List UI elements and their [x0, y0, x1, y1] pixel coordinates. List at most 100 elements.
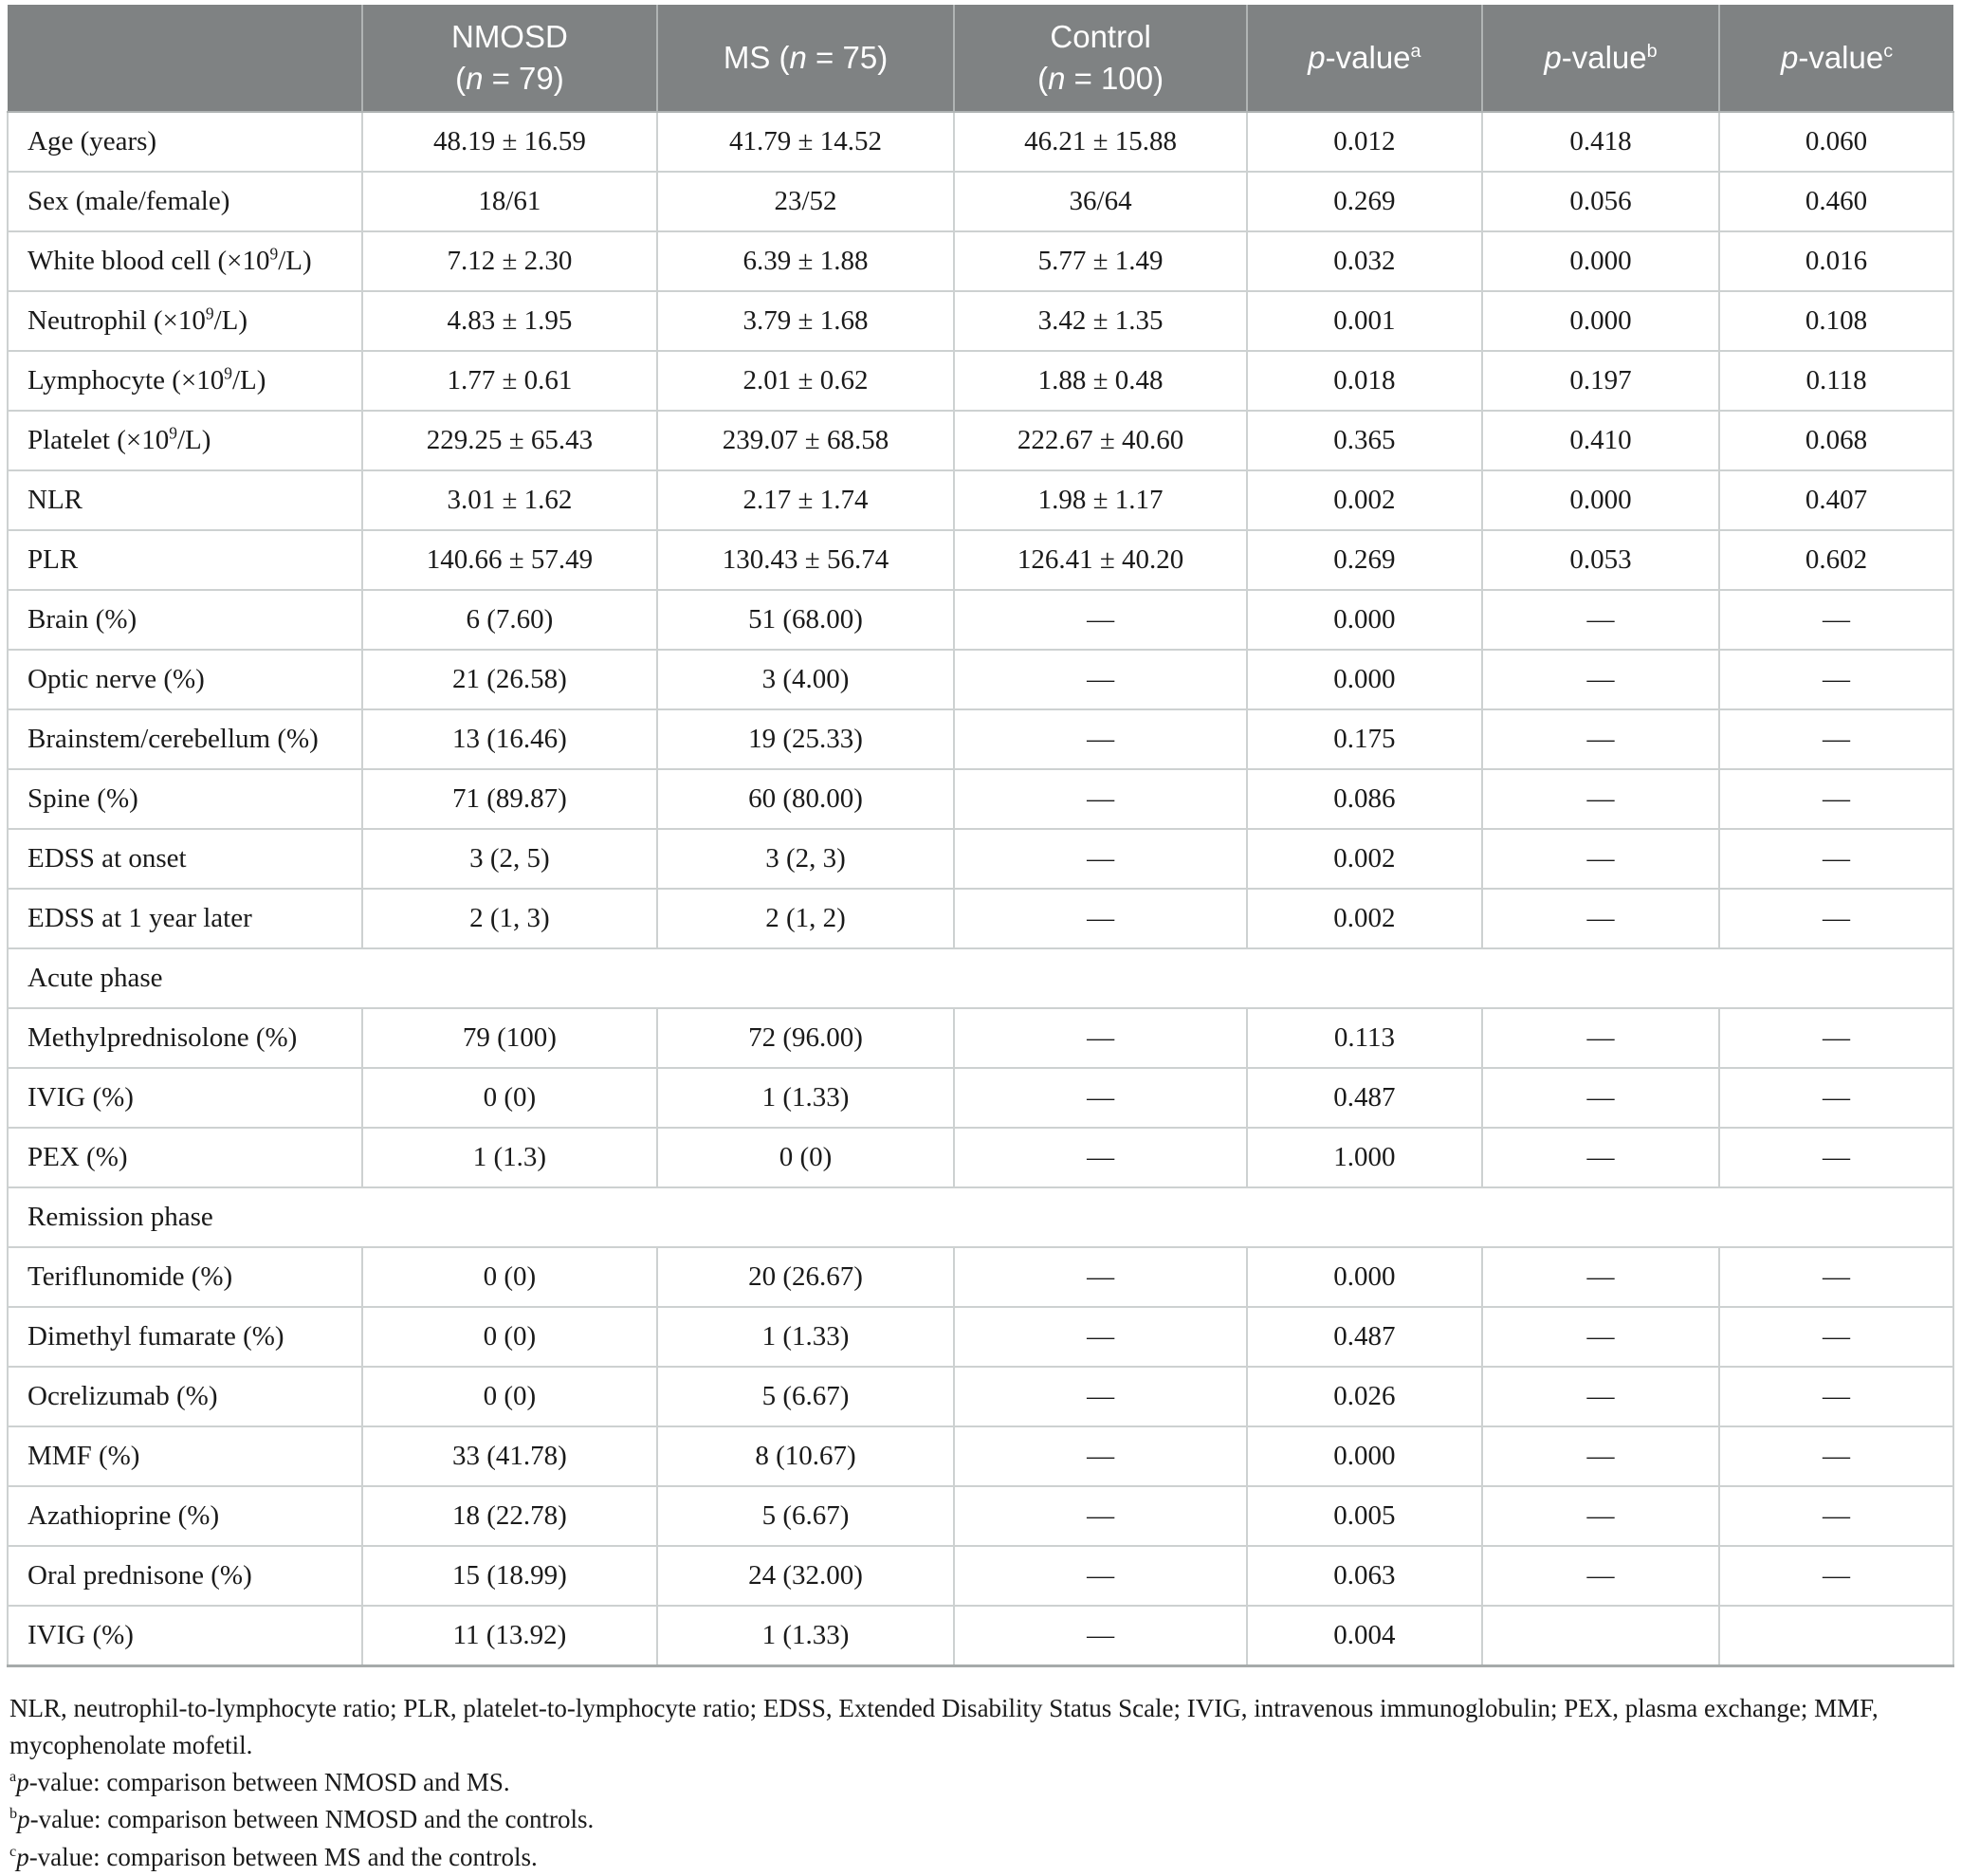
table-row: Neutrophil (×109/L) 4.83 ± 1.95 3.79 ± 1.6…	[6, 290, 1954, 352]
row-label: Methylprednisolone (%)	[6, 1007, 364, 1069]
value-cell: 36/64	[953, 171, 1248, 232]
value-cell: 33 (41.78)	[361, 1425, 658, 1487]
value-cell: —	[1718, 1007, 1954, 1069]
row-label: Lymphocyte (×109/L)	[6, 350, 364, 412]
row-label: Brain (%)	[6, 589, 364, 651]
value-cell: —	[1480, 589, 1721, 651]
value-cell: 0.002	[1245, 828, 1483, 890]
value-cell: 23/52	[655, 171, 956, 232]
table-row: Oral prednisone (%) 15 (18.99) 24 (32.00) —…	[6, 1545, 1954, 1607]
value-cell: 0.487	[1245, 1306, 1483, 1368]
table-row: Dimethyl fumarate (%) 0 (0) 1 (1.33) —0.487…	[6, 1306, 1954, 1368]
row-label: IVIG (%)	[6, 1067, 364, 1129]
value-cell: 1.000	[1245, 1127, 1483, 1188]
value-cell: 0.002	[1245, 888, 1483, 949]
value-cell: 4.83 ± 1.95	[361, 290, 658, 352]
value-cell: —	[1718, 828, 1954, 890]
row-label: NLR	[6, 469, 364, 531]
row-label: IVIG (%)	[6, 1605, 364, 1667]
value-cell: 19 (25.33)	[655, 708, 956, 770]
value-cell: 2 (1, 2)	[655, 888, 956, 949]
value-cell: —	[1718, 649, 1954, 710]
value-cell: —	[1480, 1007, 1721, 1069]
value-cell: 0.410	[1480, 410, 1721, 471]
value-cell: 1 (1.33)	[655, 1605, 956, 1667]
clinical-characteristics-table: NMOSD (n = 79) MS (n = 75) Control (n = 100)…	[6, 5, 1954, 1667]
column-header-p-b: p-valueb	[1480, 5, 1721, 113]
value-cell: 3 (4.00)	[655, 649, 956, 710]
value-cell: —	[953, 1605, 1248, 1667]
value-cell: —	[1718, 1127, 1954, 1188]
value-cell: —	[953, 888, 1248, 949]
value-cell: 3 (2, 3)	[655, 828, 956, 890]
value-cell: 0.053	[1480, 529, 1721, 591]
value-cell: 0.012	[1245, 111, 1483, 173]
column-header-ms: MS (n = 75)	[655, 5, 956, 113]
value-cell: 0.068	[1718, 410, 1954, 471]
value-cell: 6.39 ± 1.88	[655, 230, 956, 292]
value-cell: 0.000	[1480, 290, 1721, 352]
value-cell: 5.77 ± 1.49	[953, 230, 1248, 292]
value-cell: —	[953, 768, 1248, 830]
value-cell: 5 (6.67)	[655, 1366, 956, 1427]
value-cell: 8 (10.67)	[655, 1425, 956, 1487]
header-row: NMOSD (n = 79) MS (n = 75) Control (n = 100)…	[8, 5, 1953, 113]
value-cell: 0 (0)	[361, 1306, 658, 1368]
value-cell: 18 (22.78)	[361, 1485, 658, 1547]
value-cell: 0.197	[1480, 350, 1721, 412]
table-footnotes: NLR, neutrophil-to-lymphocyte ratio; PLR…	[7, 1690, 1954, 1876]
value-cell: —	[953, 708, 1248, 770]
value-cell: 0.108	[1718, 290, 1954, 352]
row-label: Dimethyl fumarate (%)	[6, 1306, 364, 1368]
value-cell: —	[1718, 1366, 1954, 1427]
value-cell: 229.25 ± 65.43	[361, 410, 658, 471]
table-row: PEX (%) 1 (1.3) 0 (0) —1.000— —	[6, 1127, 1954, 1188]
value-cell: 2.17 ± 1.74	[655, 469, 956, 531]
value-cell: —	[953, 1366, 1248, 1427]
value-cell: 0.000	[1245, 649, 1483, 710]
value-cell: —	[1480, 1425, 1721, 1487]
value-cell	[1718, 1605, 1954, 1667]
value-cell: 0.000	[1245, 1425, 1483, 1487]
value-cell: —	[1718, 1306, 1954, 1368]
table-row: Ocrelizumab (%) 0 (0) 5 (6.67) —0.026— —	[6, 1366, 1954, 1427]
value-cell: 3.01 ± 1.62	[361, 469, 658, 531]
value-cell: 0.056	[1480, 171, 1721, 232]
value-cell: 2.01 ± 0.62	[655, 350, 956, 412]
row-label: Teriflunomide (%)	[6, 1246, 364, 1308]
value-cell: —	[953, 1485, 1248, 1547]
value-cell: 0.602	[1718, 529, 1954, 591]
value-cell: 0.407	[1718, 469, 1954, 531]
value-cell: —	[1718, 708, 1954, 770]
table-row: Methylprednisolone (%) 79 (100) 72 (96.00)…	[6, 1007, 1954, 1069]
value-cell: —	[1718, 1425, 1954, 1487]
column-header-nmosd: NMOSD (n = 79)	[361, 5, 658, 113]
value-cell: 0.460	[1718, 171, 1954, 232]
value-cell: 0.113	[1245, 1007, 1483, 1069]
row-label: Platelet (×109/L)	[6, 410, 364, 471]
table-row: White blood cell (×109/L) 7.12 ± 2.30 6.39…	[6, 230, 1954, 292]
value-cell	[1480, 1605, 1721, 1667]
value-cell: 0.175	[1245, 708, 1483, 770]
table-body: Age (years) 48.19 ± 16.59 41.79 ± 14.52 46.…	[6, 111, 1954, 1667]
value-cell: —	[1480, 1067, 1721, 1129]
value-cell: 0 (0)	[361, 1246, 658, 1308]
value-cell: —	[1480, 649, 1721, 710]
table-row: Brainstem/cerebellum (%) 13 (16.46) 19 (25…	[6, 708, 1954, 770]
value-cell: 6 (7.60)	[361, 589, 658, 651]
row-label: MMF (%)	[6, 1425, 364, 1487]
value-cell: 0 (0)	[361, 1067, 658, 1129]
row-label: Sex (male/female)	[6, 171, 364, 232]
footnote-line: bp-value: comparison between NMOSD and t…	[9, 1805, 595, 1834]
value-cell: 0.004	[1245, 1605, 1483, 1667]
value-cell: 0 (0)	[655, 1127, 956, 1188]
value-cell: 1.77 ± 0.61	[361, 350, 658, 412]
value-cell: 0.018	[1245, 350, 1483, 412]
value-cell: 0.269	[1245, 529, 1483, 591]
value-cell: 1 (1.33)	[655, 1067, 956, 1129]
value-cell: 5 (6.67)	[655, 1485, 956, 1547]
value-cell: 0.063	[1245, 1545, 1483, 1607]
value-cell: 1.98 ± 1.17	[953, 469, 1248, 531]
footnote-line: NLR, neutrophil-to-lymphocyte ratio; PLR…	[9, 1694, 1879, 1760]
